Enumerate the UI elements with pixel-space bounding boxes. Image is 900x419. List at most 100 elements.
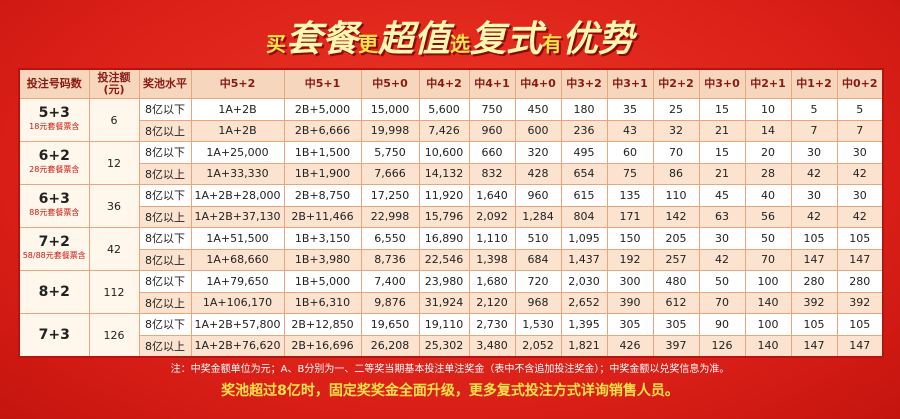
bet-cell: 5+3 18元套餐票含 <box>18 98 90 142</box>
prize-cell: 804 <box>560 205 608 228</box>
prize-cell: 60 <box>606 141 654 164</box>
amount-cell: 42 <box>88 227 140 271</box>
prize-cell: 21 <box>698 162 746 185</box>
prize-cell: 428 <box>514 162 562 185</box>
prize-cell: 1A+106,170 <box>190 291 285 314</box>
prize-cell: 1A+68,660 <box>190 248 285 271</box>
title-part: 套餐 <box>285 19 358 60</box>
header-row: 投注号码数 投注额(元) 奖池水平 中5+2 中5+1 中5+0 中4+2 中4+1 中4+0 中… <box>18 68 884 99</box>
prize-cell: 960 <box>514 184 562 207</box>
prize-cell: 390 <box>606 291 654 314</box>
prize-cell: 720 <box>514 270 562 293</box>
table-row: 8亿以上 1A+106,170 1B+6,310 9,876 31,924 2,120 96… <box>19 291 884 314</box>
prize-cell: 300 <box>606 270 654 293</box>
prize-cell: 2,092 <box>468 205 516 228</box>
prize-cell: 320 <box>514 141 562 164</box>
prize-cell: 180 <box>560 98 608 121</box>
prize-cell: 150 <box>606 227 654 250</box>
prize-cell: 30 <box>790 141 838 164</box>
bet-type: 7+3 <box>38 327 70 343</box>
prize-cell: 8亿以下 <box>138 184 192 207</box>
bet-note: 88元套餐票含 <box>29 208 80 217</box>
prize-cell: 7 <box>836 119 884 142</box>
prize-cell: 2,030 <box>560 270 608 293</box>
title-part: 买 <box>265 32 286 56</box>
prize-cell: 70 <box>698 291 746 314</box>
prize-cell: 105 <box>836 313 884 336</box>
column-header: 中3+1 <box>606 68 654 99</box>
prize-cell: 2,652 <box>560 291 608 314</box>
prize-cell: 19,998 <box>360 119 420 142</box>
prize-cell: 750 <box>468 98 516 121</box>
prize-cell: 7 <box>790 119 838 142</box>
prize-cell: 100 <box>744 313 792 336</box>
prize-cell: 426 <box>606 334 654 358</box>
title: 买套餐更超值选复式有优势 <box>0 10 900 62</box>
prize-cell: 43 <box>606 119 654 142</box>
table-row: 7+3 126 8亿以下 1A+2B+57,800 2B+12,850 19,650 19,… <box>18 313 884 358</box>
footnote: 注：中奖金额单位为元；A、B分别为一、二等奖当期基本投注单注奖金（表中不含追加投… <box>170 364 730 375</box>
prize-cell: 147 <box>836 248 884 271</box>
prize-cell: 142 <box>652 205 700 228</box>
title-part: 复式 <box>470 19 543 60</box>
prize-cell: 42 <box>836 162 884 185</box>
prize-cell: 19,110 <box>418 313 470 336</box>
bet-note: 58/88元套餐票含 <box>22 251 86 260</box>
prize-cell: 56 <box>744 205 792 228</box>
prize-cell: 14 <box>744 119 792 142</box>
prize-cell: 21 <box>698 119 746 142</box>
title-part: 有 <box>542 32 563 56</box>
bet-type: 8+2 <box>38 284 70 300</box>
bet-cell: 6+3 88元套餐票含 <box>18 184 90 228</box>
prize-cell: 50 <box>698 270 746 293</box>
prize-cell: 1A+51,500 <box>190 227 285 250</box>
prize-cell: 2,730 <box>468 313 516 336</box>
prize-cell: 17,250 <box>360 184 420 207</box>
prize-cell: 510 <box>514 227 562 250</box>
prize-cell: 7,400 <box>360 270 420 293</box>
prize-cell: 1,530 <box>514 313 562 336</box>
prize-cell: 9,876 <box>360 291 420 314</box>
column-header: 投注号码数 <box>18 68 90 99</box>
prize-cell: 30 <box>836 184 884 207</box>
prize-cell: 147 <box>790 334 838 358</box>
bet-cell: 8+2 <box>18 270 90 314</box>
prize-cell: 495 <box>560 141 608 164</box>
prize-cell: 70 <box>744 248 792 271</box>
amount-cell: 12 <box>88 141 140 185</box>
bet-type: 6+3 <box>38 191 70 207</box>
prize-cell: 63 <box>698 205 746 228</box>
prize-cell: 22,546 <box>418 248 470 271</box>
prize-cell: 23,980 <box>418 270 470 293</box>
prize-cell: 30 <box>698 227 746 250</box>
prize-cell: 90 <box>698 313 746 336</box>
prize-cell: 5,600 <box>418 98 470 121</box>
prize-cell: 140 <box>744 334 792 358</box>
column-header: 中0+2 <box>836 68 884 99</box>
table-row: 8亿以上 1A+33,330 1B+1,900 7,666 14,132 832 428 65… <box>19 162 884 185</box>
prize-cell: 8亿以上 <box>138 248 192 271</box>
column-header: 奖池水平 <box>138 68 192 99</box>
prize-cell: 70 <box>652 141 700 164</box>
table-row: 7+2 58/88元套餐票含 42 8亿以下 1A+51,500 1B+3,150 6,55… <box>18 227 884 271</box>
table-row: 8亿以上 1A+2B+37,130 2B+11,466 22,998 15,796 2,0… <box>19 205 884 228</box>
prize-cell: 2B+8,750 <box>283 184 362 207</box>
prize-cell: 20 <box>744 141 792 164</box>
column-header: 投注额(元) <box>88 68 140 99</box>
title-part: 超值 <box>377 19 450 60</box>
prize-cell: 100 <box>744 270 792 293</box>
prize-cell: 480 <box>652 270 700 293</box>
title-part: 选 <box>450 32 470 56</box>
prize-cell: 1A+2B <box>190 119 285 142</box>
prize-cell: 5 <box>790 98 838 121</box>
column-header: 中5+1 <box>283 68 362 99</box>
title-part: 更 <box>357 32 378 56</box>
prize-cell: 1A+2B <box>190 98 285 121</box>
prize-cell: 1,821 <box>560 334 608 358</box>
prize-cell: 31,924 <box>418 291 470 314</box>
prize-cell: 968 <box>514 291 562 314</box>
prize-cell: 25 <box>652 98 700 121</box>
prize-cell: 42 <box>790 162 838 185</box>
prize-cell: 2B+16,696 <box>283 334 362 358</box>
prize-cell: 1,640 <box>468 184 516 207</box>
